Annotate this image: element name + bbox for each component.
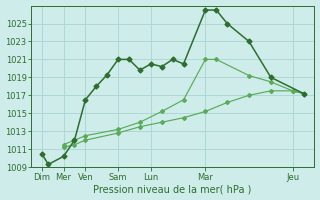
X-axis label: Pression niveau de la mer( hPa ): Pression niveau de la mer( hPa ): [93, 184, 252, 194]
